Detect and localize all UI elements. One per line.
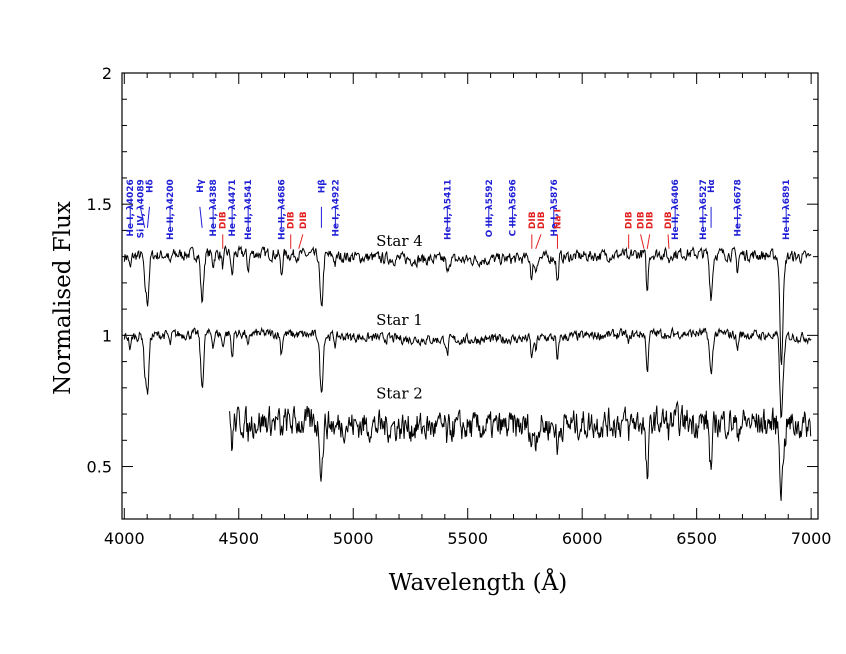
x-tick-label: 5500 xyxy=(447,529,488,548)
stellar-line-label: Hβ xyxy=(317,179,327,194)
stellar-line-tick xyxy=(146,206,150,228)
stellar-line-tick xyxy=(199,206,203,228)
stellar-line-label: He I, λ4388 xyxy=(209,179,219,236)
x-tick-label: 6500 xyxy=(676,529,717,548)
spectra-lines: Star 4 Star 1 Star 2 xyxy=(123,232,812,501)
x-tick-label: 7000 xyxy=(791,529,832,548)
spectrum-line xyxy=(229,400,812,501)
y-tick-label: 1 xyxy=(102,326,112,345)
line-markers: He I, λ4026 Si IV, λ4089 Hδ He II, λ4200 Hγ H… xyxy=(126,179,792,249)
stellar-line-label: He II, λ4541 xyxy=(244,179,254,240)
x-tick-label: 4000 xyxy=(104,529,145,548)
stellar-line-label: Hγ xyxy=(196,179,206,193)
interstellar-tick xyxy=(667,234,670,249)
stellar-line-label: He II, λ4200 xyxy=(166,179,176,240)
spectrum-line xyxy=(123,326,812,419)
stellar-line-label: He I, λ6678 xyxy=(733,179,743,236)
series-label: Star 4 xyxy=(376,232,423,250)
interstellar-label: DIB xyxy=(287,211,297,229)
stellar-line-label: C III, λ5696 xyxy=(509,179,519,236)
interstellar-tick xyxy=(535,234,542,249)
stellar-line-label: He II, λ6891 xyxy=(782,179,792,240)
interstellar-tick xyxy=(640,234,645,249)
interstellar-label: DIB xyxy=(625,211,635,229)
interstellar-label: DIB xyxy=(299,211,309,229)
interstellar-tick xyxy=(646,234,651,249)
interstellar-tick xyxy=(298,234,304,249)
x-tick-label: 5000 xyxy=(333,529,374,548)
stellar-line-tick xyxy=(139,206,146,228)
x-axis-label: Wavelength (Å) xyxy=(389,568,567,596)
interstellar-label: DIB xyxy=(219,211,229,229)
interstellar-label: DIB xyxy=(664,211,674,229)
stellar-line-label: He II, λ5411 xyxy=(443,179,453,240)
y-tick-label: 1.5 xyxy=(87,195,112,214)
stellar-line-label: Hα xyxy=(707,179,717,193)
stellar-line-label: He II, λ6527 xyxy=(699,179,709,240)
series-label: Star 2 xyxy=(376,384,423,402)
stellar-line-label: He I, λ4471 xyxy=(228,179,238,236)
interstellar-label: DIB xyxy=(528,211,538,229)
stellar-line-label: He II, λ4686 xyxy=(277,179,287,240)
y-tick-label: 0.5 xyxy=(87,458,112,477)
stellar-line-label: He I, λ4026 xyxy=(126,179,136,236)
stellar-line-label: He I, λ4922 xyxy=(331,179,341,236)
spectrum-line xyxy=(123,244,812,365)
series-label: Star 1 xyxy=(376,311,423,329)
interstellar-label: Na I xyxy=(553,209,563,229)
stellar-line-label: He I, λ5876 xyxy=(550,179,560,236)
interstellar-label: DIB xyxy=(646,211,656,229)
x-tick-label: 4500 xyxy=(218,529,259,548)
stellar-line-label: He II, λ6406 xyxy=(671,179,681,240)
plot-axes: 4000 4500 5000 5500 6000 6500 7000 0.5 1 1.5 2 xyxy=(87,64,832,548)
y-tick-label: 2 xyxy=(102,64,112,83)
x-tick-label: 6000 xyxy=(562,529,603,548)
stellar-line-label: Si IV, λ4089 xyxy=(136,179,146,238)
stellar-line-label: O III, λ5592 xyxy=(485,179,495,237)
plot-frame xyxy=(121,72,819,520)
interstellar-label: DIB xyxy=(637,211,647,229)
interstellar-label: DIB xyxy=(537,211,547,229)
stellar-line-label: Hδ xyxy=(145,179,155,193)
y-axis-label: Normalised Flux xyxy=(50,201,76,395)
